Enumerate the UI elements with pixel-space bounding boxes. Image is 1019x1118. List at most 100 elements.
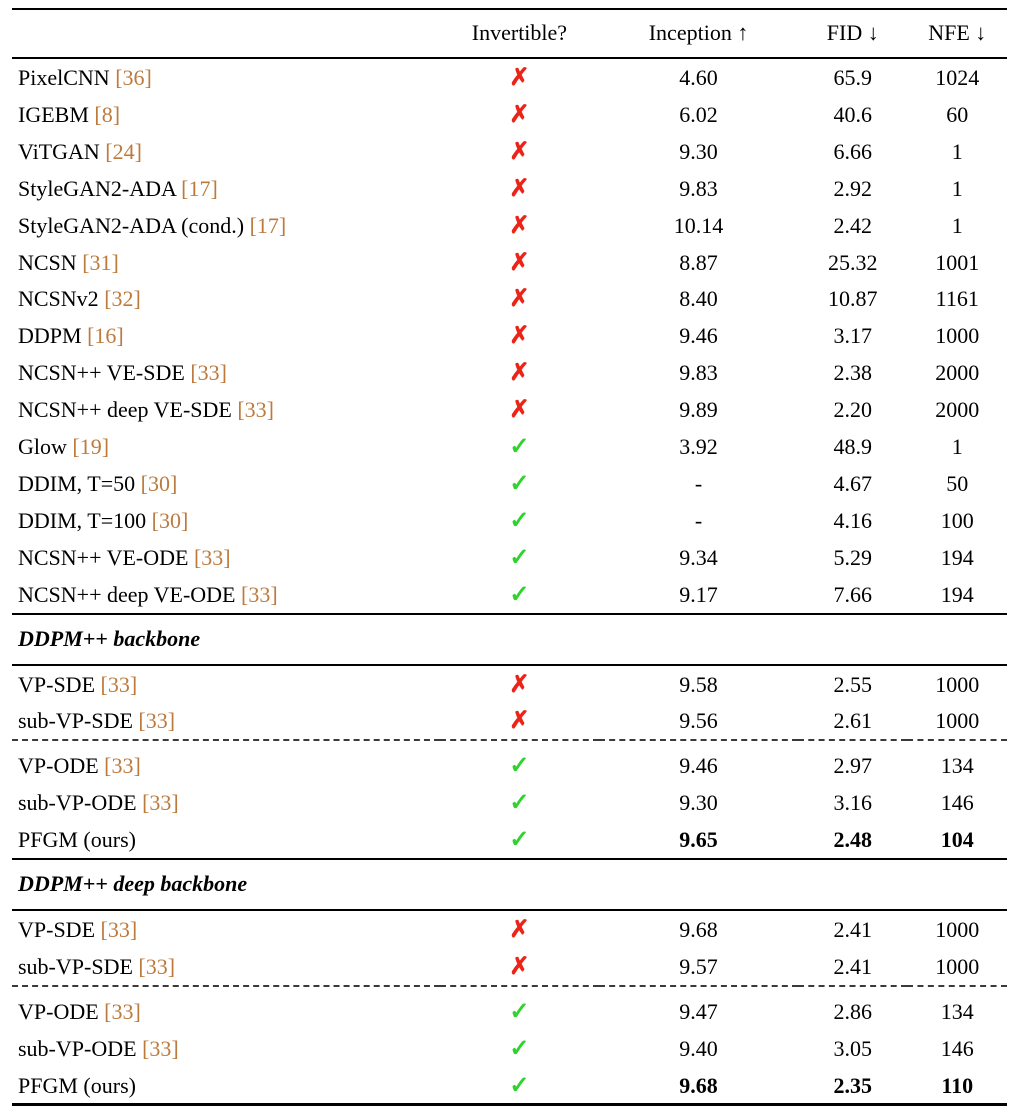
table-row: VP-ODE [33] ✓ 9.47 2.86 134 [12, 993, 1007, 1030]
citation-link[interactable]: [33] [104, 753, 141, 779]
method-name: VP-ODE [18, 753, 99, 779]
method-cell: NCSN++ VE-SDE [33] [12, 354, 440, 391]
citation-link[interactable]: [33] [237, 397, 275, 423]
method-name: sub-VP-ODE [18, 1035, 137, 1061]
cross-icon: ✗ [509, 175, 530, 202]
invertible-cell: ✓ [440, 576, 599, 614]
inception-cell: 9.46 [679, 753, 718, 779]
citation-link[interactable]: [19] [72, 434, 110, 460]
method-cell: sub-VP-ODE [33] [12, 1030, 440, 1067]
inception-cell: 9.17 [679, 581, 718, 607]
invertible-cell: ✗ [440, 391, 599, 428]
fid-cell: 7.66 [833, 581, 873, 607]
cross-icon: ✗ [509, 953, 530, 980]
invertible-cell: ✓ [440, 784, 599, 821]
citation-link[interactable]: [30] [151, 507, 189, 533]
fid-cell: 2.86 [833, 998, 873, 1024]
citation-link[interactable]: [33] [142, 790, 179, 816]
method-cell: NCSN++ deep VE-SDE [33] [12, 391, 440, 428]
nfe-cell: 1024 [935, 65, 980, 90]
invertible-cell: ✗ [440, 58, 599, 96]
citation-link[interactable]: [17] [181, 175, 218, 201]
citation-link[interactable]: [30] [140, 470, 178, 496]
method-name: StyleGAN2-ADA [18, 175, 176, 201]
citation-link[interactable]: [33] [100, 916, 138, 942]
inception-cell: 8.87 [679, 249, 718, 275]
invertible-cell: ✗ [440, 948, 599, 986]
invertible-cell: ✗ [440, 207, 599, 244]
dashed-divider [12, 739, 1007, 748]
method-cell: NCSN [31] [12, 244, 440, 281]
citation-link[interactable]: [33] [142, 1035, 179, 1061]
method-name: VP-SDE [18, 916, 96, 942]
table-row: VP-SDE [33] ✗ 9.68 2.41 1000 [12, 910, 1007, 948]
nfe-cell: 1 [951, 138, 963, 164]
table-row: NCSN++ deep VE-SDE [33] ✗ 9.89 2.20 2000 [12, 391, 1007, 428]
method-cell: DDIM, T=50 [30] [12, 465, 440, 502]
citation-link[interactable]: [33] [100, 671, 138, 697]
citation-link[interactable]: [17] [249, 212, 287, 238]
citation-link[interactable]: [33] [193, 544, 231, 570]
check-icon: ✓ [509, 790, 530, 817]
citation-link[interactable]: [33] [138, 953, 176, 979]
fid-cell: 65.9 [833, 65, 873, 90]
section-heading: DDPM++ backbone [12, 612, 1007, 666]
citation-link[interactable]: [8] [94, 101, 121, 127]
check-icon: ✓ [509, 434, 530, 461]
inception-cell: 9.65 [679, 827, 718, 853]
citation-link[interactable]: [33] [104, 998, 141, 1024]
nfe-cell: 1 [951, 175, 963, 201]
inception-cell: - [694, 470, 703, 496]
method-cell: PixelCNN [36] [12, 58, 440, 96]
invertible-cell: ✗ [440, 280, 599, 317]
check-icon: ✓ [509, 470, 530, 497]
dashed-divider-line [12, 739, 1007, 748]
method-cell: ViTGAN [24] [12, 133, 440, 170]
header-row: Invertible? Inception ↑ FID ↓ NFE ↓ [12, 9, 1007, 59]
method-cell: Glow [19] [12, 428, 440, 465]
cross-icon: ✗ [509, 397, 530, 424]
inception-cell: 9.57 [679, 953, 718, 979]
citation-link[interactable]: [33] [138, 708, 176, 734]
nfe-cell: 146 [940, 790, 974, 816]
citation-link[interactable]: [32] [104, 286, 141, 312]
method-name: sub-VP-ODE [18, 790, 137, 816]
citation-link[interactable]: [31] [82, 249, 119, 275]
cross-icon: ✗ [509, 212, 530, 239]
method-cell: IGEBM [8] [12, 96, 440, 133]
method-cell: NCSN++ VE-ODE [33] [12, 539, 440, 576]
citation-link[interactable]: [16] [87, 323, 124, 349]
cross-icon: ✗ [509, 671, 530, 698]
method-cell: VP-SDE [33] [12, 910, 440, 948]
method-cell: VP-ODE [33] [12, 747, 440, 784]
invertible-cell: ✓ [440, 747, 599, 784]
inception-cell: 9.30 [679, 790, 718, 816]
section-heading-row: DDPM++ backbone [12, 612, 1007, 666]
method-cell: sub-VP-ODE [33] [12, 784, 440, 821]
cross-icon: ✗ [509, 249, 530, 276]
method-name: PFGM (ours) [18, 827, 136, 853]
method-cell: sub-VP-SDE [33] [12, 702, 440, 740]
header-method [12, 9, 440, 59]
check-icon: ✓ [509, 753, 530, 780]
invertible-cell: ✓ [440, 993, 599, 1030]
nfe-cell: 1 [951, 434, 963, 460]
citation-link[interactable]: [33] [241, 581, 278, 607]
citation-link[interactable]: [36] [115, 65, 152, 90]
method-name: IGEBM [18, 101, 89, 127]
method-cell: DDIM, T=100 [30] [12, 502, 440, 539]
invertible-cell: ✓ [440, 428, 599, 465]
method-name: DDIM, T=50 [18, 470, 136, 496]
fid-cell: 3.16 [833, 790, 873, 816]
nfe-cell: 50 [946, 470, 969, 496]
inception-cell: 3.92 [679, 434, 718, 460]
citation-link[interactable]: [33] [190, 360, 227, 386]
check-icon: ✓ [509, 1035, 530, 1062]
method-name: NCSNv2 [18, 286, 99, 312]
citation-link[interactable]: [24] [105, 138, 142, 164]
table-row: NCSN [31] ✗ 8.87 25.32 1001 [12, 244, 1007, 281]
table-row: sub-VP-ODE [33] ✓ 9.30 3.16 146 [12, 784, 1007, 821]
method-cell: NCSNv2 [32] [12, 280, 440, 317]
inception-cell: 9.34 [679, 544, 718, 570]
